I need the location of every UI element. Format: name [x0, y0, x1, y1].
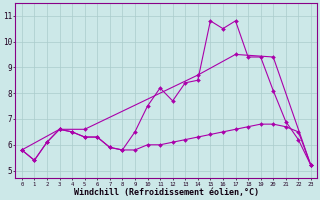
X-axis label: Windchill (Refroidissement éolien,°C): Windchill (Refroidissement éolien,°C)	[74, 188, 259, 197]
